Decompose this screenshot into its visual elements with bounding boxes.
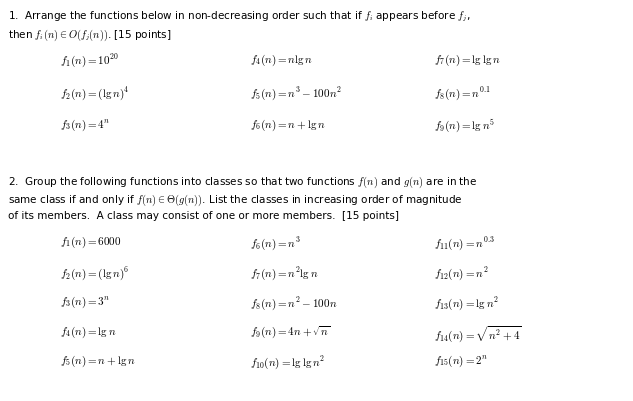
Text: $f_2(n) = (\lg n)^6$: $f_2(n) = (\lg n)^6$ <box>60 264 130 281</box>
Text: $f_{14}(n) = \sqrt{n^2+4}$: $f_{14}(n) = \sqrt{n^2+4}$ <box>434 324 522 344</box>
Text: $f_5(n) = n + \lg n$: $f_5(n) = n + \lg n$ <box>60 353 136 369</box>
Text: $f_7(n) = n^2\lg n$: $f_7(n) = n^2\lg n$ <box>250 264 318 281</box>
Text: $f_{11}(n) = n^{0.3}$: $f_{11}(n) = n^{0.3}$ <box>434 235 494 251</box>
Text: $f_{13}(n) = \lg n^2$: $f_{13}(n) = \lg n^2$ <box>434 294 498 311</box>
Text: 1.  Arrange the functions below in non-decreasing order such that if $f_i$ appea: 1. Arrange the functions below in non-de… <box>8 10 470 24</box>
Text: of its members.  A class may consist of one or more members.  [15 points]: of its members. A class may consist of o… <box>8 211 399 221</box>
Text: $f_9(n) = \lg n^5$: $f_9(n) = \lg n^5$ <box>434 118 494 135</box>
Text: $f_{12}(n) = n^2$: $f_{12}(n) = n^2$ <box>434 264 488 281</box>
Text: $f_5(n) = n^3 - 100n^2$: $f_5(n) = n^3 - 100n^2$ <box>250 85 342 102</box>
Text: $f_7(n) = \lg\lg n$: $f_7(n) = \lg\lg n$ <box>434 52 500 67</box>
Text: $f_6(n) = n^3$: $f_6(n) = n^3$ <box>250 235 301 251</box>
Text: same class if and only if $f(n) \in \Theta(g(n))$. List the classes in increasin: same class if and only if $f(n) \in \The… <box>8 192 462 208</box>
Text: $f_8(n) = n^{0.1}$: $f_8(n) = n^{0.1}$ <box>434 85 491 102</box>
Text: $f_{10}(n) = \lg\lg n^2$: $f_{10}(n) = \lg\lg n^2$ <box>250 353 325 370</box>
Text: $f_2(n) = (\lg n)^4$: $f_2(n) = (\lg n)^4$ <box>60 85 130 102</box>
Text: $f_8(n) = n^2 - 100n$: $f_8(n) = n^2 - 100n$ <box>250 294 337 311</box>
Text: $f_3(n) = 3^n$: $f_3(n) = 3^n$ <box>60 294 111 309</box>
Text: $f_3(n) = 4^n$: $f_3(n) = 4^n$ <box>60 118 111 133</box>
Text: $f_4(n) = n\lg n$: $f_4(n) = n\lg n$ <box>250 52 313 67</box>
Text: $f_9(n) = 4n + \sqrt{n}$: $f_9(n) = 4n + \sqrt{n}$ <box>250 324 330 340</box>
Text: then $f_i(n) \in O(f_j(n))$. [15 points]: then $f_i(n) \in O(f_j(n))$. [15 points] <box>8 28 171 43</box>
Text: $f_1(n) = 6000$: $f_1(n) = 6000$ <box>60 235 122 250</box>
Text: 2.  Group the following functions into classes so that two functions $f(n)$ and : 2. Group the following functions into cl… <box>8 174 477 190</box>
Text: $f_6(n) = n + \lg n$: $f_6(n) = n + \lg n$ <box>250 118 326 133</box>
Text: $f_4(n) = \lg n$: $f_4(n) = \lg n$ <box>60 324 116 339</box>
Text: $f_1(n) = 10^{20}$: $f_1(n) = 10^{20}$ <box>60 52 119 69</box>
Text: $f_{15}(n) = 2^n$: $f_{15}(n) = 2^n$ <box>434 353 488 369</box>
